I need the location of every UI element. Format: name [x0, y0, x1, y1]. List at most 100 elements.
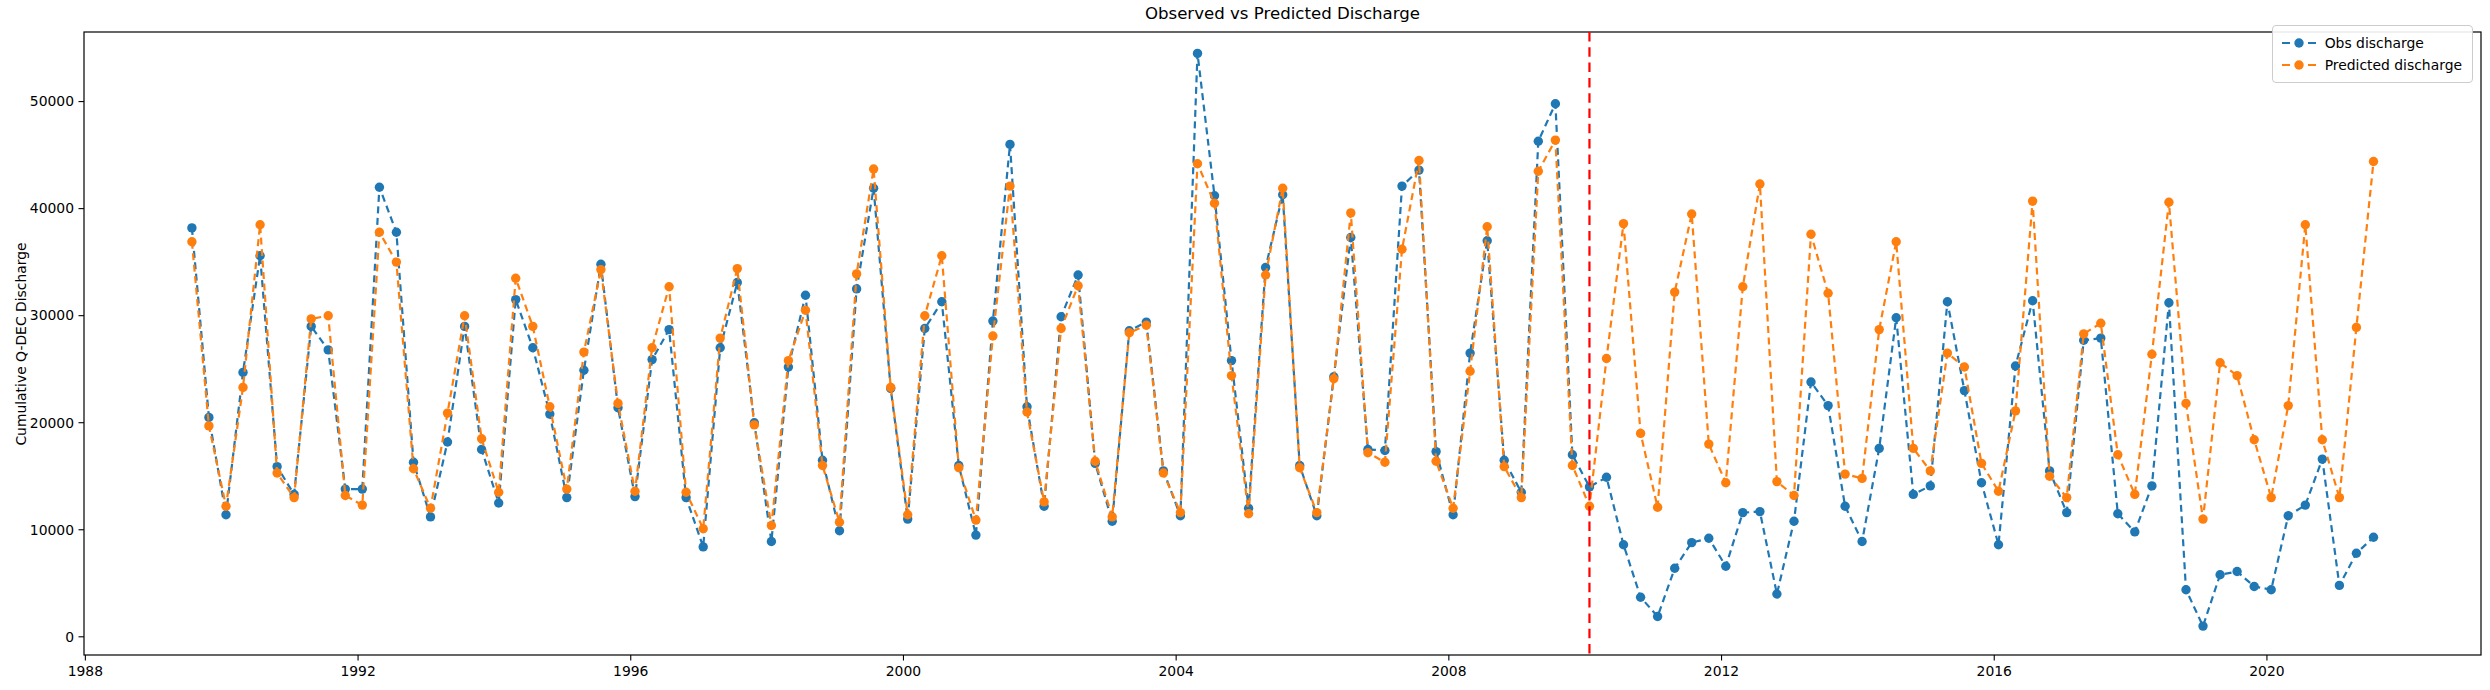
obs-discharge-point: [2062, 508, 2071, 517]
predicted-discharge-point: [341, 491, 350, 500]
predicted-discharge-point: [1977, 459, 1986, 468]
predicted-discharge-point: [1483, 222, 1492, 231]
predicted-discharge-point: [409, 464, 418, 473]
predicted-discharge-point: [1602, 354, 1611, 363]
predicted-discharge-point: [818, 461, 827, 470]
predicted-discharge-point: [2181, 399, 2190, 408]
obs-discharge-point: [1772, 589, 1781, 598]
obs-discharge-point: [392, 228, 401, 237]
predicted-discharge-point: [2215, 358, 2224, 367]
y-tick-label: 50000: [30, 93, 74, 109]
x-tick-label: 2000: [886, 663, 921, 679]
obs-discharge-point: [511, 295, 520, 304]
predicted-discharge-point: [1108, 512, 1117, 521]
predicted-discharge-point: [2232, 371, 2241, 380]
obs-discharge-point: [971, 530, 980, 539]
predicted-discharge-point: [1056, 324, 1065, 333]
predicted-discharge-point: [664, 282, 673, 291]
predicted-discharge-point: [647, 343, 656, 352]
predicted-discharge-point: [869, 164, 878, 173]
predicted-discharge-point: [511, 274, 520, 283]
predicted-discharge-point: [1704, 439, 1713, 448]
predicted-discharge-point: [2079, 329, 2088, 338]
predicted-discharge-point: [613, 399, 622, 408]
predicted-discharge-point: [1448, 504, 1457, 513]
predicted-discharge-point: [1465, 367, 1474, 376]
obs-discharge-point: [988, 316, 997, 325]
predicted-discharge-point: [2318, 435, 2327, 444]
obs-discharge-point: [1704, 534, 1713, 543]
obs-discharge-point: [2352, 549, 2361, 558]
figure: Observed vs Predicted Discharge Cumulati…: [0, 0, 2490, 690]
obs-discharge-point: [1875, 444, 1884, 453]
obs-legend-line-icon: [2281, 36, 2317, 50]
predicted-discharge-point: [1363, 448, 1372, 457]
predicted-discharge-point: [1312, 508, 1321, 517]
obs-discharge-point: [460, 322, 469, 331]
predicted-discharge-point: [1176, 508, 1185, 517]
axes-frame: [84, 32, 2481, 655]
y-tick-label: 40000: [30, 200, 74, 216]
obs-discharge-point: [1193, 49, 1202, 58]
y-tick-label: 20000: [30, 415, 74, 431]
predicted-discharge-point: [1636, 429, 1645, 438]
predicted-discharge-point: [528, 322, 537, 331]
predicted-discharge-point: [2011, 406, 2020, 415]
predicted-discharge-point: [579, 347, 588, 356]
predicted-discharge-point: [1943, 348, 1952, 357]
predicted-discharge-point: [375, 228, 384, 237]
predicted-discharge-point: [443, 408, 452, 417]
predicted-discharge-point: [1210, 199, 1219, 208]
predicted-discharge-point: [238, 383, 247, 392]
x-tick-label: 1988: [68, 663, 103, 679]
predicted-discharge-point: [1875, 325, 1884, 334]
legend: Obs discharge Predicted discharge: [2272, 25, 2473, 83]
predicted-discharge-point: [1568, 461, 1577, 470]
obs-discharge-point: [187, 223, 196, 232]
predicted-discharge-point: [2130, 490, 2139, 499]
obs-discharge-point: [1977, 478, 1986, 487]
predicted-discharge-point: [1278, 184, 1287, 193]
obs-discharge-point: [2301, 500, 2310, 509]
obs-discharge-point: [1056, 312, 1065, 321]
predicted-discharge-point: [204, 421, 213, 430]
predicted-discharge-point: [187, 237, 196, 246]
predicted-discharge-point: [2369, 157, 2378, 166]
predicted-discharge-point: [1005, 181, 1014, 190]
plot-area: 1988199219962000200420082012201620200100…: [0, 0, 2490, 690]
predicted-discharge-point: [1909, 444, 1918, 453]
predicted-discharge-point: [2267, 493, 2276, 502]
x-tick-label: 2020: [2249, 663, 2284, 679]
obs-discharge-point: [2215, 570, 2224, 579]
predicted-discharge-point: [903, 510, 912, 519]
predicted-discharge-point: [2198, 514, 2207, 523]
predicted-discharge-point: [2062, 493, 2071, 502]
predicted-discharge-point: [1738, 282, 1747, 291]
predicted-discharge-point: [1295, 463, 1304, 472]
y-tick-label: 10000: [30, 522, 74, 538]
predicted-discharge-point: [1789, 491, 1798, 500]
predicted-discharge-point: [1431, 457, 1440, 466]
predicted-discharge-point: [1534, 167, 1543, 176]
obs-discharge-point: [2164, 298, 2173, 307]
predicted-discharge-point: [1414, 156, 1423, 165]
obs-discharge-point: [1670, 564, 1679, 573]
y-tick-label: 30000: [30, 307, 74, 323]
obs-discharge-point: [1073, 270, 1082, 279]
obs-discharge-point: [2028, 296, 2037, 305]
predicted-discharge-point: [392, 257, 401, 266]
obs-discharge-point: [1738, 508, 1747, 517]
predicted-discharge-point: [1619, 219, 1628, 228]
predicted-discharge-point: [1346, 208, 1355, 217]
predicted-discharge-point: [1823, 289, 1832, 298]
obs-discharge-point: [1397, 181, 1406, 190]
obs-discharge-point: [2232, 567, 2241, 576]
predicted-discharge-point: [750, 420, 759, 429]
predicted-discharge-point: [1772, 477, 1781, 486]
predicted-discharge-point: [2045, 472, 2054, 481]
obs-discharge-point: [1534, 137, 1543, 146]
obs-discharge-point: [2267, 585, 2276, 594]
legend-label-predicted: Predicted discharge: [2325, 57, 2462, 73]
legend-label-obs: Obs discharge: [2325, 35, 2424, 51]
predicted-discharge-point: [460, 311, 469, 320]
